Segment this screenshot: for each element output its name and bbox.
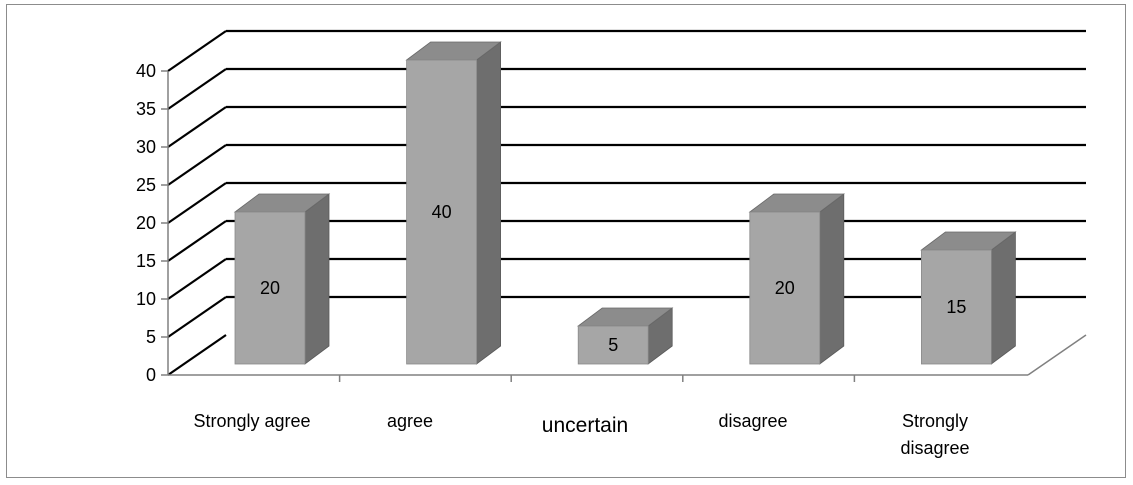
gridline-side [167,258,227,300]
bar-5 [920,231,1017,365]
bar-front-face [749,211,821,365]
gridline-side [167,106,227,148]
data-label-5: 15 [946,297,966,317]
bar-front-face [406,59,478,365]
floor-right-edge [1027,334,1087,376]
bar-side-face [819,193,845,365]
category-label-2: agree [387,411,433,431]
category-label-line: disagree [900,438,969,458]
bar-front-face [577,325,649,365]
category-label-3: uncertain [542,414,628,437]
data-label-2: 40 [432,202,452,222]
data-labels: 20 40 5 20 15 [260,202,966,355]
y-tick-label: 15 [136,251,156,271]
bar-2 [405,41,502,365]
category-label-5: Strongly disagree [900,411,969,458]
gridlines [167,29,1086,376]
bar-side-face [476,41,502,365]
category-label-1: Strongly agree [193,411,310,431]
gridline-side [167,144,227,186]
bar-front-face [234,211,306,365]
y-tick-label: 20 [136,213,156,233]
data-label-4: 20 [775,278,795,298]
axes [161,70,1087,382]
y-tick-label: 40 [136,61,156,81]
gridline-side [167,220,227,262]
bar-side-face [304,193,330,365]
gridline-side [167,30,227,72]
bar-4 [748,193,845,365]
category-label-line: Strongly agree [193,411,310,431]
category-label-line: Strongly [902,411,968,431]
bar-side-face [991,231,1016,365]
gridline-side [167,68,227,110]
category-label-line: uncertain [542,414,628,437]
data-label-3: 5 [608,335,618,355]
gridline-side [167,296,227,338]
bars [233,41,1017,365]
category-labels: Strongly agree agree uncertain disagree Stro… [193,411,969,458]
y-tick-label: 35 [136,99,156,119]
gridline-side [167,182,227,224]
y-tick-label: 10 [136,289,156,309]
data-label-1: 20 [260,278,280,298]
y-tick-label: 0 [146,365,156,385]
y-tick-label: 30 [136,137,156,157]
category-label-line: agree [387,411,433,431]
bar-1 [233,193,331,365]
bar-3 [577,307,674,365]
y-tick-label: 25 [136,175,156,195]
y-tick-label: 5 [146,327,156,347]
category-label-line: disagree [718,411,787,431]
y-tick-labels: 0 5 10 15 20 25 30 35 40 [136,61,156,385]
gridline-side [167,334,227,376]
bar-front-face [921,249,992,365]
category-label-4: disagree [718,411,787,431]
